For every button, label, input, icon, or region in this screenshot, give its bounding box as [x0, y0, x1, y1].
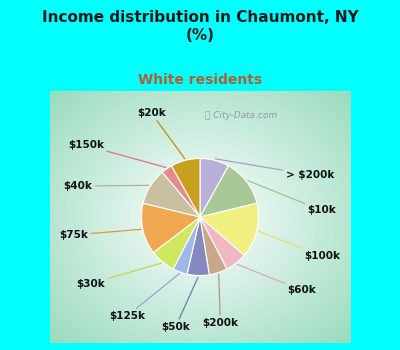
Text: White residents: White residents: [138, 74, 262, 88]
Wedge shape: [200, 217, 244, 269]
Wedge shape: [154, 217, 200, 269]
Wedge shape: [200, 166, 257, 217]
Wedge shape: [173, 217, 200, 274]
Wedge shape: [142, 203, 200, 252]
Text: $125k: $125k: [109, 274, 180, 321]
Wedge shape: [187, 217, 209, 275]
Wedge shape: [162, 166, 200, 217]
Wedge shape: [200, 217, 227, 275]
Text: $20k: $20k: [137, 108, 185, 159]
Wedge shape: [143, 172, 200, 217]
Wedge shape: [172, 159, 200, 217]
Text: $75k: $75k: [60, 229, 141, 240]
Text: $60k: $60k: [237, 264, 316, 295]
Wedge shape: [200, 203, 258, 256]
Text: $10k: $10k: [248, 181, 336, 216]
Wedge shape: [200, 159, 228, 217]
Text: Income distribution in Chaumont, NY
(%): Income distribution in Chaumont, NY (%): [42, 10, 358, 43]
Text: $200k: $200k: [202, 274, 238, 328]
Text: ⓘ City-Data.com: ⓘ City-Data.com: [205, 111, 277, 120]
Text: $40k: $40k: [64, 181, 149, 191]
Text: $150k: $150k: [68, 140, 166, 167]
Text: $30k: $30k: [76, 263, 161, 289]
Text: $100k: $100k: [258, 231, 340, 261]
Text: $50k: $50k: [161, 277, 198, 332]
Text: > $200k: > $200k: [215, 159, 334, 180]
